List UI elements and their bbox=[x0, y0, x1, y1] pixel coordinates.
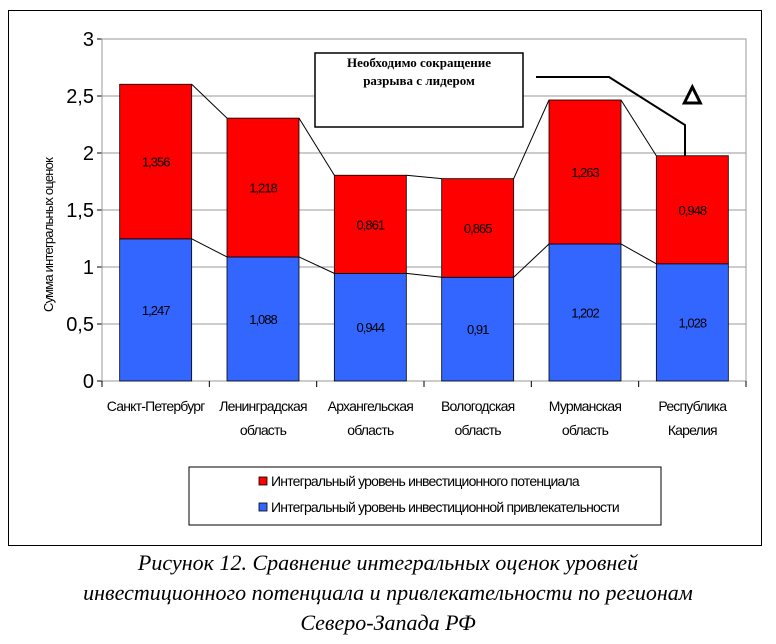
y-tick-label: 2 bbox=[83, 143, 94, 165]
chart-frame: 0 0,5 1 1,5 2 2,5 3 1,247 1,356 Санкт-Петербург 1,… bbox=[8, 10, 762, 546]
data-label: 1,088 bbox=[249, 312, 277, 327]
data-label: 0,948 bbox=[679, 203, 707, 218]
data-label: 0,861 bbox=[357, 217, 385, 232]
annotation-arrow-line bbox=[536, 76, 686, 156]
x-category-label: Архангельская bbox=[328, 398, 414, 414]
y-tick-label: 1 bbox=[83, 257, 94, 279]
x-category-label: область bbox=[347, 422, 394, 438]
series-line bbox=[298, 256, 335, 274]
x-category-label: Вологодская bbox=[441, 398, 515, 414]
series-line bbox=[513, 99, 550, 179]
legend-swatch bbox=[258, 476, 268, 486]
bar-potential bbox=[548, 99, 622, 245]
caption-line: Северо-Запада РФ bbox=[300, 610, 476, 635]
data-label: 1,218 bbox=[249, 181, 277, 196]
bar-potential bbox=[441, 178, 515, 278]
figure-caption: Рисунок 12. Сравнение интегральных оцено… bbox=[0, 548, 776, 638]
legend-label: Интегральный уровень инвестиционной прив… bbox=[271, 499, 619, 515]
bar-potential bbox=[119, 83, 193, 240]
caption-line: Рисунок 12. Сравнение интегральных оцено… bbox=[137, 550, 639, 575]
caption-line: инвестиционного потенциала и привлекател… bbox=[83, 580, 693, 605]
annotation-arrow-head bbox=[681, 83, 703, 105]
y-axis-label: Сумма интегральных оценок bbox=[41, 157, 56, 312]
legend-label: Интегральный уровень инвестиционного пот… bbox=[271, 473, 580, 489]
bar-potential bbox=[655, 155, 729, 265]
data-label: 0,944 bbox=[357, 320, 385, 335]
data-label: 1,356 bbox=[142, 155, 170, 170]
series-line bbox=[191, 238, 228, 258]
x-category-label: Республика bbox=[658, 398, 727, 414]
series-line bbox=[191, 83, 228, 119]
series-line bbox=[406, 272, 442, 278]
y-tick-label: 2,5 bbox=[66, 86, 94, 108]
data-label: 1,263 bbox=[571, 165, 599, 180]
bar-attractiveness bbox=[226, 256, 300, 382]
bar-attractiveness bbox=[119, 238, 193, 382]
x-category-label: область bbox=[562, 422, 609, 438]
series-line bbox=[513, 243, 550, 278]
y-tick-label: 3 bbox=[83, 29, 94, 51]
x-category-label: Карелия bbox=[668, 422, 717, 438]
series-line bbox=[620, 99, 657, 157]
y-tick-label: 0,5 bbox=[66, 314, 94, 336]
annotation-text: разрыва с лидером bbox=[363, 73, 475, 88]
legend-box bbox=[188, 466, 662, 526]
data-label: 0,865 bbox=[464, 221, 492, 236]
y-tick-label: 1,5 bbox=[66, 200, 94, 222]
x-category-label: Мурманская bbox=[549, 398, 622, 414]
legend-swatch bbox=[258, 502, 268, 512]
series-line bbox=[298, 117, 335, 176]
bar-potential bbox=[226, 117, 300, 258]
annotation-text: Необходимо сокращение bbox=[347, 55, 491, 70]
annotation-box bbox=[314, 52, 524, 128]
series-line bbox=[620, 243, 657, 265]
x-category-label: Ленинградская bbox=[219, 398, 307, 414]
data-label: 1,202 bbox=[571, 305, 599, 320]
data-label: 0,91 bbox=[467, 322, 489, 337]
x-category-label: область bbox=[455, 422, 502, 438]
bar-attractiveness bbox=[333, 272, 407, 382]
stacked-bar-chart: 0 0,5 1 1,5 2 2,5 3 1,247 1,356 Санкт-Петербург 1,… bbox=[41, 29, 747, 526]
bar-attractiveness bbox=[655, 263, 729, 382]
bar-potential bbox=[333, 174, 407, 274]
data-label: 1,028 bbox=[679, 315, 707, 330]
series-line bbox=[406, 174, 442, 180]
x-category-label: область bbox=[240, 422, 287, 438]
bar-attractiveness bbox=[548, 243, 622, 382]
data-label: 1,247 bbox=[142, 303, 170, 318]
y-tick-label: 0 bbox=[83, 371, 94, 393]
bar-attractiveness bbox=[441, 276, 515, 382]
x-category-label: Санкт-Петербург bbox=[107, 398, 205, 414]
